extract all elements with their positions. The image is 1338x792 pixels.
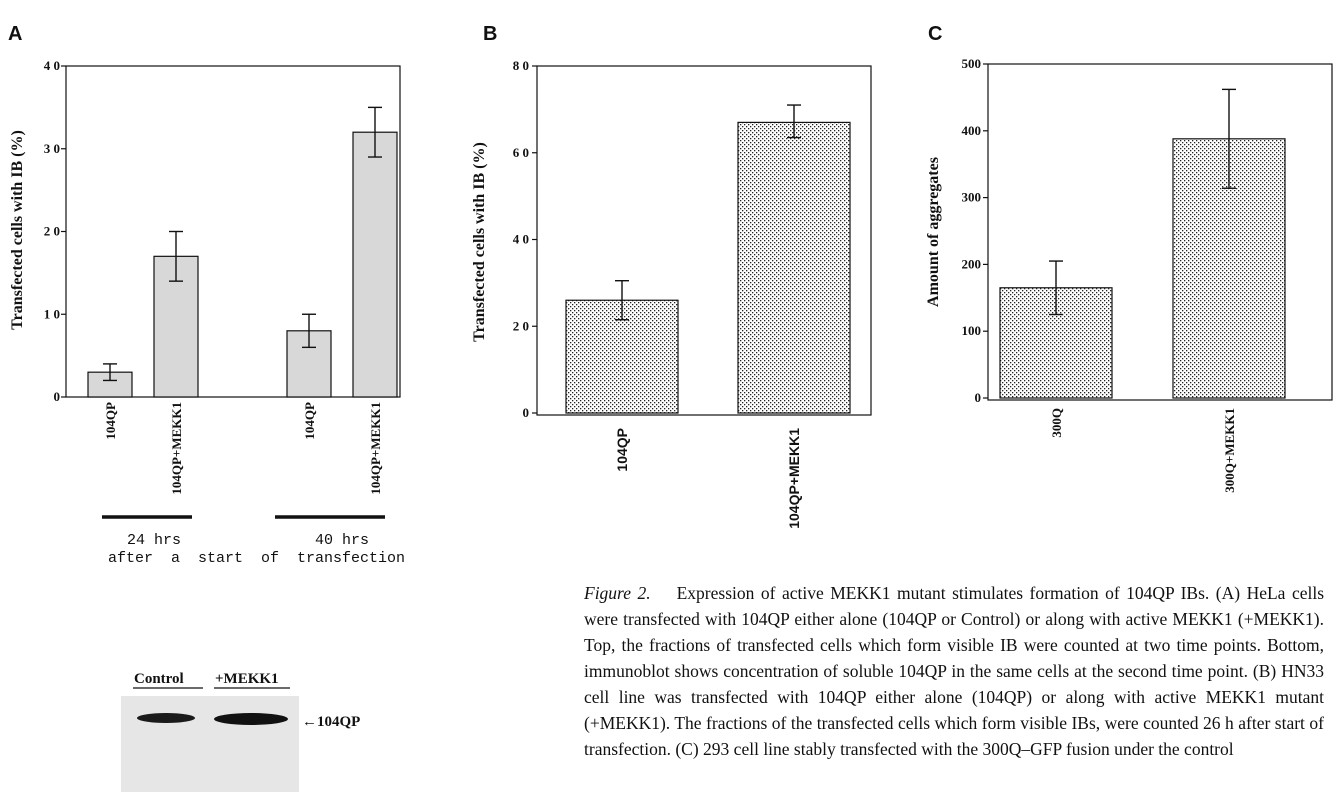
panel-b-letter: B bbox=[483, 23, 497, 45]
panel-a-category-labels: 104QP 104QP+MEKK1 104QP 104QP+MEKK1 bbox=[103, 402, 383, 495]
y-tick-label: 400 bbox=[962, 123, 982, 138]
panel-c: C Amount of aggregates 0100200300400500 … bbox=[925, 23, 1333, 493]
group-label-40hrs: 40 hrs bbox=[315, 532, 369, 549]
panel-c-category-labels: 300Q 300Q+MEKK1 bbox=[1049, 408, 1237, 493]
panel-c-y-axis-label: Amount of aggregates bbox=[925, 157, 942, 307]
panel-c-y-ticks: 0 100 200 300 400 500 bbox=[962, 56, 988, 405]
panel-b-bars bbox=[565, 104, 851, 414]
category-label: 104QP bbox=[103, 402, 118, 440]
y-tick-label: 300 bbox=[962, 190, 982, 205]
panel-a-y-ticks: 0 1 0 2 0 3 0 4 0 bbox=[44, 58, 66, 404]
immunoblot: Control +MEKK1 ←104QP bbox=[121, 671, 360, 792]
panel-b-y-ticks: 0 2 0 4 0 6 0 8 0 bbox=[513, 58, 537, 420]
category-label: 104QP+MEKK1 bbox=[169, 402, 184, 495]
category-label: 300Q bbox=[1049, 408, 1064, 438]
panel-a-y-axis-label: Transfected cells with IB (%) bbox=[9, 130, 26, 330]
blot-band-mekk1 bbox=[214, 713, 288, 725]
y-tick-label: 500 bbox=[962, 56, 982, 71]
blot-membrane bbox=[121, 696, 299, 792]
category-label: 104QP+MEKK1 bbox=[786, 428, 802, 529]
y-tick-label: 8 0 bbox=[513, 58, 529, 73]
panel-c-bars bbox=[999, 88, 1286, 399]
category-label: 300Q+MEKK1 bbox=[1222, 408, 1237, 493]
y-tick-label: 100 bbox=[962, 323, 982, 338]
y-tick-label: 200 bbox=[962, 256, 982, 271]
panel-a: A Transfected cells with IB (%) 0 1 0 2 0 3… bbox=[8, 23, 405, 792]
bar bbox=[352, 131, 398, 398]
blot-band-control bbox=[137, 713, 195, 723]
panel-b-plot-frame bbox=[536, 65, 872, 416]
panel-c-plot-frame bbox=[987, 63, 1333, 401]
category-label: 104QP bbox=[614, 428, 630, 472]
caption-figure-ref: Figure 2. bbox=[584, 583, 651, 603]
y-tick-label: 0 bbox=[523, 405, 530, 420]
panel-b: B Transfected cells with IB (%) 0 2 0 4 0 6… bbox=[471, 23, 872, 529]
y-tick-label: 1 0 bbox=[44, 306, 60, 321]
y-tick-label: 3 0 bbox=[44, 141, 60, 156]
y-tick-label: 4 0 bbox=[513, 232, 529, 247]
y-tick-label: 0 bbox=[975, 390, 982, 405]
panel-a-plot-frame bbox=[65, 65, 401, 398]
blot-lane-label-mekk1: +MEKK1 bbox=[215, 671, 279, 687]
panel-a-bars bbox=[87, 106, 398, 398]
figure-caption: Figure 2. Expression of active MEKK1 mut… bbox=[584, 580, 1324, 762]
blot-lane-label-control: Control bbox=[134, 671, 184, 687]
y-tick-label: 2 0 bbox=[513, 318, 529, 333]
y-tick-label: 2 0 bbox=[44, 224, 60, 239]
caption-text: Expression of active MEKK1 mutant stimul… bbox=[584, 583, 1325, 759]
bar bbox=[737, 121, 851, 414]
y-tick-label: 0 bbox=[54, 389, 61, 404]
group-label-24hrs: 24 hrs bbox=[127, 532, 181, 549]
time-subtitle: after a start of transfection bbox=[108, 550, 405, 567]
y-tick-label: 4 0 bbox=[44, 58, 60, 73]
panel-b-y-axis-label: Transfected cells with IB (%) bbox=[471, 142, 488, 342]
category-label: 104QP bbox=[302, 402, 317, 440]
panel-a-letter: A bbox=[8, 23, 22, 45]
panel-c-letter: C bbox=[928, 23, 942, 45]
category-label: 104QP+MEKK1 bbox=[368, 402, 383, 495]
blot-band-label: ←104QP bbox=[302, 714, 360, 730]
y-tick-label: 6 0 bbox=[513, 145, 529, 160]
panel-b-category-labels: 104QP 104QP+MEKK1 bbox=[614, 428, 802, 529]
